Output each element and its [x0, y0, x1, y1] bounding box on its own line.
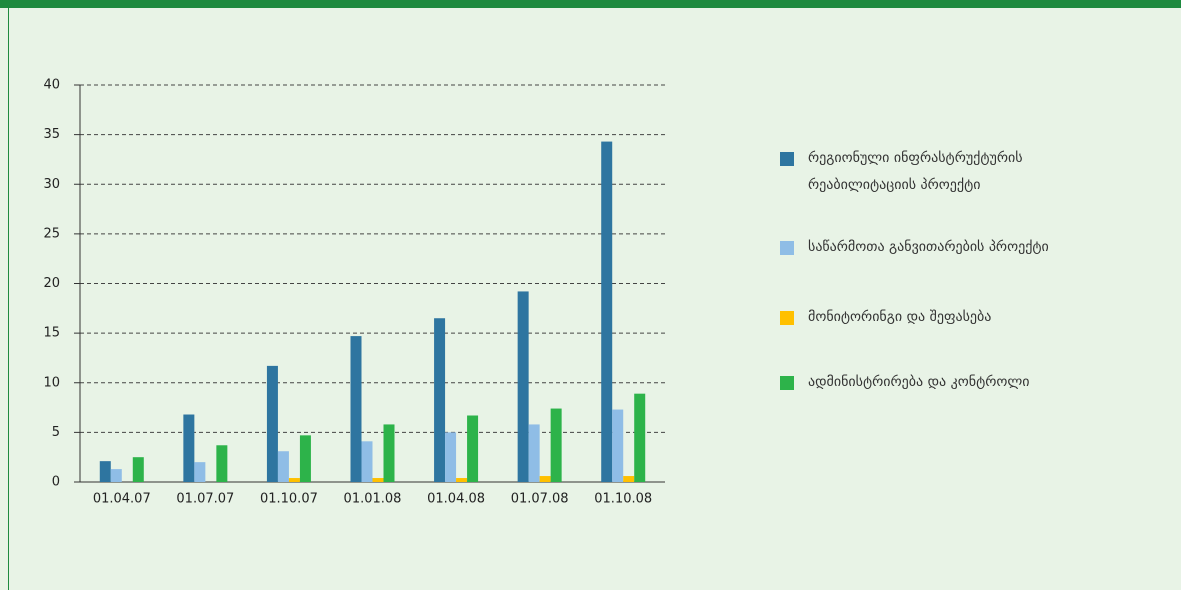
- x-tick-label: 01.04.07: [93, 492, 151, 507]
- x-tick-label: 01.10.08: [594, 492, 652, 507]
- bar: [528, 424, 540, 482]
- bar: [288, 478, 300, 482]
- y-tick-label: 35: [43, 127, 60, 142]
- y-tick-label: 30: [43, 177, 60, 192]
- bar: [434, 318, 446, 482]
- bar: [467, 415, 479, 482]
- legend-label: რეგიონული ინფრასტრუქტურის რეაბილიტაციის …: [808, 150, 1023, 193]
- y-tick-label: 25: [43, 226, 60, 241]
- x-tick-label: 01.07.07: [176, 492, 234, 507]
- bar: [372, 478, 384, 482]
- legend-swatch: [780, 241, 794, 255]
- y-tick-label: 15: [43, 326, 60, 341]
- bar: [539, 476, 551, 482]
- bar: [612, 409, 624, 482]
- bar: [110, 469, 122, 482]
- bar: [183, 414, 195, 482]
- bar: [132, 457, 144, 482]
- x-tick-label: 01.07.08: [511, 492, 569, 507]
- x-tick-label: 01.04.08: [427, 492, 485, 507]
- legend-item: ადმინისტრირება და კონტროლი: [780, 369, 1100, 396]
- bar: [445, 432, 457, 482]
- legend-label: მონიტორინგი და შეფასება: [808, 309, 992, 325]
- top-bar: [0, 0, 1181, 8]
- bar: [216, 445, 228, 482]
- x-tick-label: 01.10.07: [260, 492, 318, 507]
- bar: [361, 441, 373, 482]
- legend-item: რეგიონული ინფრასტრუქტურის რეაბილიტაციის …: [780, 145, 1100, 199]
- legend-label: ადმინისტრირება და კონტროლი: [808, 374, 1030, 390]
- bar: [266, 365, 278, 482]
- bar: [277, 451, 289, 482]
- y-tick-label: 40: [43, 78, 60, 93]
- y-tick-label: 10: [43, 375, 60, 390]
- bar: [299, 435, 311, 482]
- bar: [623, 476, 635, 482]
- bar: [634, 393, 646, 482]
- bar: [550, 408, 562, 482]
- y-tick-label: 20: [43, 276, 60, 291]
- legend-item: საწარმოთა განვითარების პროექტი: [780, 234, 1100, 261]
- y-tick-label: 0: [52, 475, 60, 490]
- legend-swatch: [780, 152, 794, 166]
- legend-label: საწარმოთა განვითარების პროექტი: [808, 239, 1049, 255]
- bar: [99, 461, 111, 482]
- bar: [350, 336, 362, 482]
- legend-item: მონიტორინგი და შეფასება: [780, 304, 1100, 331]
- y-tick-label: 5: [52, 425, 60, 440]
- x-tick-label: 01.01.08: [344, 492, 402, 507]
- bar: [601, 141, 613, 482]
- legend-swatch: [780, 376, 794, 390]
- bar: [383, 424, 395, 482]
- legend-swatch: [780, 311, 794, 325]
- bar: [517, 291, 529, 482]
- bar: [456, 478, 468, 482]
- bar: [194, 462, 206, 482]
